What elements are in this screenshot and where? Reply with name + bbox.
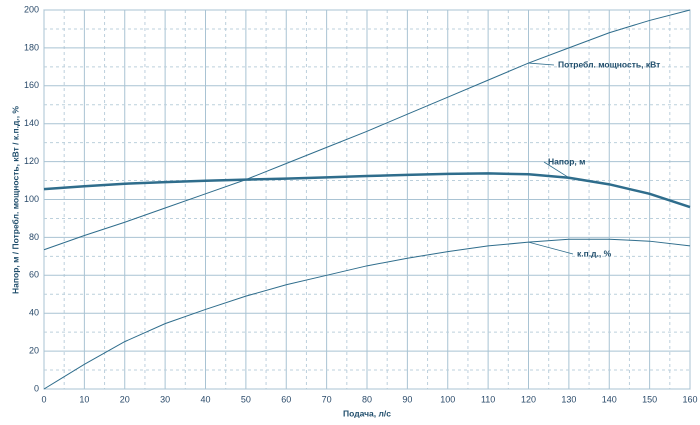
- x-tick-label: 70: [322, 394, 332, 404]
- series-line: [43, 238, 691, 390]
- y-tick-label: 20: [29, 345, 39, 355]
- series-label: Напор, м: [548, 156, 585, 166]
- x-tick-label: 140: [602, 394, 617, 404]
- y-tick-label: 80: [29, 232, 39, 242]
- x-tick-label: 130: [561, 394, 576, 404]
- x-tick-label: 100: [440, 394, 455, 404]
- y-tick-label: 200: [24, 4, 39, 14]
- y-axis-label: Напор, м / Потребл. мощность, кВт / к.п.…: [10, 106, 20, 294]
- y-tick-label: 40: [29, 308, 39, 318]
- x-axis-label: Подача, л/с: [343, 408, 391, 418]
- y-tick-label: 140: [24, 118, 39, 128]
- x-tick-label: 60: [281, 394, 291, 404]
- leader-line: [543, 161, 570, 179]
- series-line: [43, 172, 691, 209]
- x-tick-label: 160: [682, 394, 697, 404]
- x-tick-label: 80: [362, 394, 372, 404]
- series-label: Потребл. мощность, кВт: [558, 59, 660, 69]
- x-tick-label: 150: [642, 394, 657, 404]
- series-label: к.п.д., %: [577, 248, 612, 258]
- x-tick-label: 20: [120, 394, 130, 404]
- y-tick-label: 160: [24, 80, 39, 90]
- leader-line: [528, 62, 555, 66]
- x-tick-label: 30: [160, 394, 170, 404]
- x-tick-label: 50: [241, 394, 251, 404]
- x-tick-label: 90: [402, 394, 412, 404]
- series-line: [43, 9, 691, 251]
- y-tick-label: 100: [24, 194, 39, 204]
- y-tick-label: 120: [24, 156, 39, 166]
- y-tick-label: 180: [24, 42, 39, 52]
- leader-line: [528, 241, 574, 255]
- y-tick-label: 60: [29, 270, 39, 280]
- x-tick-label: 110: [481, 394, 495, 404]
- x-tick-label: 0: [41, 394, 46, 404]
- x-tick-label: 10: [79, 394, 89, 404]
- y-tick-label: 0: [34, 383, 39, 393]
- x-tick-label: 120: [521, 394, 536, 404]
- x-tick-label: 40: [200, 394, 210, 404]
